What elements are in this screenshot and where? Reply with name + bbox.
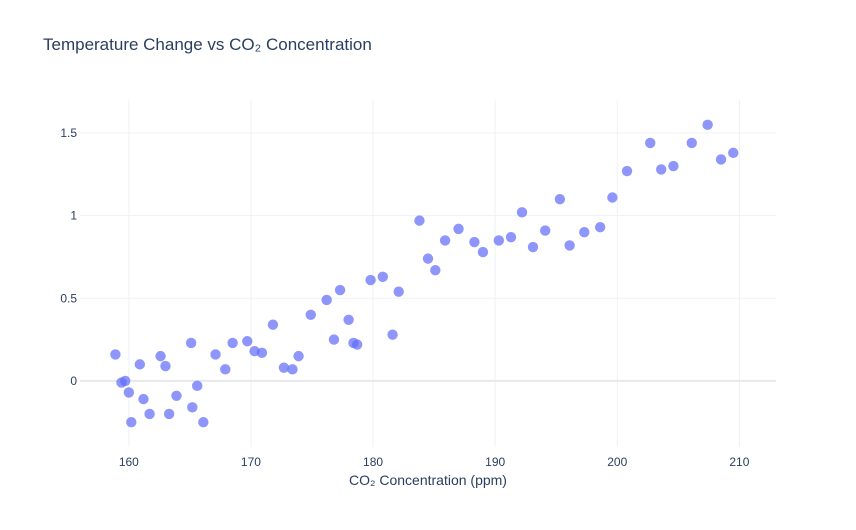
scatter-point[interactable]	[210, 349, 221, 360]
scatter-point[interactable]	[564, 240, 575, 251]
scatter-point[interactable]	[119, 375, 131, 387]
scatter-point[interactable]	[171, 390, 182, 401]
scatter-point[interactable]	[477, 246, 489, 258]
scatter-point[interactable]	[351, 339, 363, 350]
scatter-point[interactable]	[686, 137, 697, 149]
scatter-point[interactable]	[579, 226, 590, 238]
scatter-point[interactable]	[227, 337, 238, 349]
scatter-point[interactable]	[516, 207, 528, 218]
scatter-point[interactable]	[607, 192, 618, 203]
scatter-point[interactable]	[293, 350, 304, 362]
scatter-point[interactable]	[334, 284, 346, 296]
x-tick-label: 160	[119, 455, 139, 469]
y-tick-labels: 0 0.5 1 1.5	[60, 126, 77, 388]
x-tick-label: 180	[363, 455, 383, 469]
scatter-point[interactable]	[110, 349, 121, 360]
scatter-point[interactable]	[715, 154, 727, 165]
scatter-point[interactable]	[554, 193, 566, 205]
scatter-point[interactable]	[540, 225, 551, 236]
scatter-point[interactable]	[414, 215, 425, 226]
scatter-point[interactable]	[185, 337, 197, 349]
scatter-point[interactable]	[505, 231, 517, 243]
scatter-point[interactable]	[328, 334, 340, 345]
scatter-point[interactable]	[621, 165, 633, 177]
scatter-point[interactable]	[645, 137, 656, 149]
x-tick-labels: 160 170 180 190 200 210	[119, 455, 750, 469]
chart-title: Temperature Change vs CO₂ Concentration	[43, 35, 372, 54]
y-tick-label: 0	[70, 374, 77, 388]
scatter-point[interactable]	[453, 223, 464, 235]
scatter-point[interactable]	[163, 408, 175, 420]
scatter-point[interactable]	[134, 359, 146, 370]
scatter-point[interactable]	[220, 364, 231, 375]
scatter-point[interactable]	[594, 222, 606, 233]
scatter-point[interactable]	[493, 235, 505, 246]
grid-layer	[80, 100, 776, 447]
scatter-point[interactable]	[422, 253, 434, 264]
x-tick-label: 210	[729, 455, 749, 469]
scatter-point[interactable]	[343, 314, 354, 325]
scatter-point[interactable]	[160, 360, 171, 372]
scatter-point[interactable]	[267, 319, 279, 330]
x-tick-label: 200	[607, 455, 627, 469]
scatter-point[interactable]	[305, 309, 316, 321]
scatter-point[interactable]	[439, 235, 451, 246]
x-tick-label: 170	[241, 455, 261, 469]
scatter-point[interactable]	[287, 364, 298, 375]
data-points	[110, 119, 739, 428]
scatter-point[interactable]	[728, 147, 739, 159]
scatter-point[interactable]	[256, 347, 268, 359]
scatter-point[interactable]	[656, 164, 667, 175]
scatter-point[interactable]	[187, 402, 198, 413]
x-tick-label: 190	[485, 455, 505, 469]
y-tick-label: 1.5	[60, 126, 77, 140]
scatter-point[interactable]	[321, 294, 332, 306]
scatter-point[interactable]	[192, 380, 203, 392]
scatter-point[interactable]	[138, 393, 149, 405]
scatter-point[interactable]	[365, 274, 376, 286]
scatter-point[interactable]	[242, 336, 253, 347]
scatter-point[interactable]	[469, 236, 480, 248]
scatter-point[interactable]	[527, 241, 539, 253]
scatter-point[interactable]	[155, 350, 166, 362]
scatter-point[interactable]	[198, 417, 209, 428]
y-tick-label: 1	[70, 209, 77, 223]
scatter-point[interactable]	[144, 408, 155, 420]
scatter-point[interactable]	[393, 286, 404, 297]
x-axis-title: CO₂ Concentration (ppm)	[349, 472, 507, 488]
scatter-point[interactable]	[278, 362, 290, 373]
scatter-point[interactable]	[430, 264, 441, 276]
scatter-point[interactable]	[123, 387, 135, 398]
y-tick-label: 0.5	[60, 291, 77, 305]
scatter-point[interactable]	[377, 271, 389, 283]
scatter-point[interactable]	[126, 417, 137, 428]
scatter-point[interactable]	[702, 119, 713, 130]
scatter-point[interactable]	[387, 329, 398, 340]
scatter-point[interactable]	[668, 160, 679, 172]
